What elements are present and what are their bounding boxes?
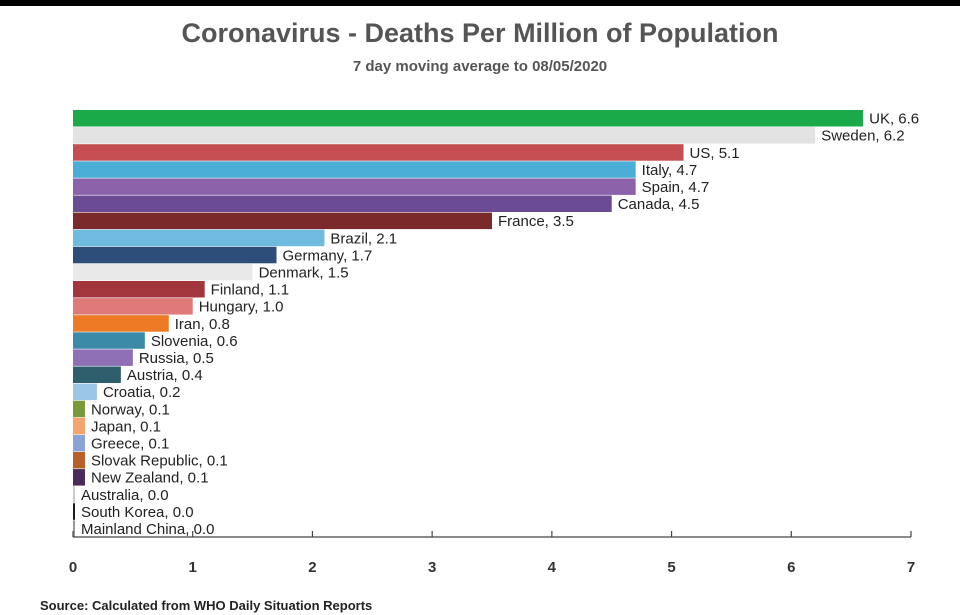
bar-label-17: Norway, 0.1	[91, 401, 170, 418]
bar-label-5: Canada, 4.5	[618, 196, 700, 213]
x-tick-label-7: 7	[907, 559, 915, 576]
bar-2	[73, 144, 684, 161]
bar-label-1: Sweden, 6.2	[821, 128, 904, 145]
bar-label-0: UK, 6.6	[869, 111, 919, 128]
bar-label-21: New Zealand, 0.1	[91, 470, 209, 487]
bar-label-2: US, 5.1	[690, 145, 740, 162]
bar-21	[73, 469, 85, 486]
bar-18	[73, 417, 85, 435]
bar-label-22: Australia, 0.0	[81, 487, 169, 504]
bar-label-16: Croatia, 0.2	[103, 384, 181, 401]
x-tick-label-6: 6	[787, 559, 795, 576]
chart-source: Source: Calculated from WHO Daily Situat…	[40, 598, 373, 613]
bar-17	[73, 400, 85, 418]
bar-24	[73, 520, 75, 537]
bar-label-9: Denmark, 1.5	[259, 265, 349, 282]
bar-19	[73, 434, 85, 452]
bar-9	[73, 263, 253, 281]
x-tick-label-1: 1	[189, 559, 197, 576]
bar-label-4: Spain, 4.7	[642, 179, 710, 196]
bar-4	[73, 178, 636, 195]
bar-15	[73, 366, 121, 383]
x-tick-label-0: 0	[69, 559, 77, 576]
bar-label-15: Austria, 0.4	[127, 367, 203, 384]
top-border-strip	[0, 0, 960, 6]
bar-label-6: France, 3.5	[498, 213, 574, 230]
bar-7	[73, 229, 325, 247]
chart-subtitle: 7 day moving average to 08/05/2020	[352, 58, 608, 75]
bar-label-14: Russia, 0.5	[139, 350, 214, 367]
x-tick-label-4: 4	[548, 559, 557, 576]
chart-title: Coronavirus - Deaths Per Million of Popu…	[181, 18, 779, 48]
bar-label-18: Japan, 0.1	[91, 418, 161, 435]
bar-label-12: Iran, 0.8	[175, 316, 230, 333]
bar-label-7: Brazil, 2.1	[330, 230, 397, 247]
bar-1	[73, 127, 816, 144]
bar-5	[73, 195, 612, 212]
bar-0	[73, 110, 864, 127]
bar-16	[73, 383, 97, 401]
bar-label-20: Slovak Republic, 0.1	[91, 453, 228, 470]
bar-12	[73, 315, 169, 332]
bar-label-11: Hungary, 1.0	[199, 299, 284, 316]
x-tick-label-2: 2	[308, 559, 316, 576]
bar-13	[73, 332, 145, 349]
bar-label-10: Finland, 1.1	[211, 282, 289, 299]
bar-11	[73, 298, 193, 315]
bar-8	[73, 246, 277, 264]
bar-label-23: South Korea, 0.0	[81, 504, 194, 521]
bar-14	[73, 349, 133, 366]
bar-label-13: Slovenia, 0.6	[151, 333, 238, 350]
bar-label-24: Mainland China, 0.0	[81, 521, 214, 538]
bar-22	[73, 486, 75, 503]
bar-6	[73, 212, 492, 230]
x-tick-label-3: 3	[428, 559, 436, 576]
bar-10	[73, 281, 205, 298]
bar-label-19: Greece, 0.1	[91, 436, 169, 453]
bar-23	[73, 503, 75, 520]
bar-label-3: Italy, 4.7	[642, 162, 698, 179]
bar-label-8: Germany, 1.7	[283, 247, 373, 264]
bar-20	[73, 452, 85, 469]
bar-3	[73, 161, 636, 178]
x-tick-label-5: 5	[667, 559, 675, 576]
